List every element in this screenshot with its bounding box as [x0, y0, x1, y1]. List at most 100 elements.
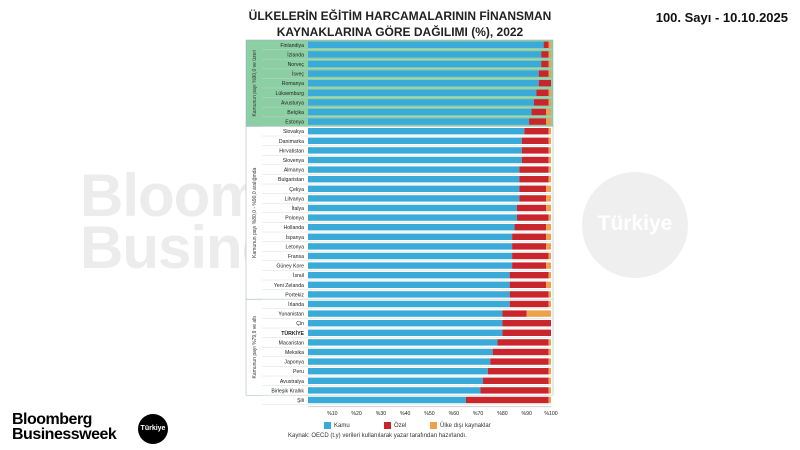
bar-private	[512, 262, 547, 269]
x-tick-label: %80	[497, 411, 507, 417]
bar-public	[308, 185, 520, 192]
bar-private	[524, 128, 549, 135]
bar-private	[512, 252, 549, 260]
bar-private	[536, 89, 549, 96]
category-label: Avusturya	[281, 100, 304, 106]
bar-private	[533, 99, 549, 106]
bar-public	[308, 108, 532, 116]
bar-public	[308, 233, 513, 240]
bar-international	[548, 166, 551, 173]
bar-public	[308, 272, 510, 279]
category-label: Hollanda	[284, 225, 305, 231]
bar-private	[490, 358, 549, 365]
bar-international	[548, 272, 551, 279]
category-label: İsrail	[293, 272, 304, 279]
bar-public	[308, 195, 520, 202]
bar-international	[548, 89, 551, 96]
bar-public	[308, 80, 539, 87]
bar-private	[502, 320, 551, 327]
bar-public	[308, 348, 493, 356]
bar-private	[502, 329, 551, 336]
watermark-badge-text: Türkiye	[597, 212, 673, 235]
x-tick-label: %90	[522, 411, 532, 417]
issue-label: 100. Sayı - 10.10.2025	[655, 10, 788, 25]
bar-private	[538, 70, 549, 77]
bar-private	[509, 300, 549, 308]
bar-public	[308, 166, 520, 173]
category-label: İsveç	[292, 71, 305, 78]
brand-badge: Türkiye	[138, 414, 168, 444]
bar-public	[308, 368, 488, 375]
bar-international	[548, 137, 551, 144]
bar-private	[465, 396, 549, 404]
x-tick-label: %10	[327, 411, 337, 417]
category-label: Yunanistan	[278, 312, 304, 318]
bar-private	[514, 224, 547, 231]
bar-public	[308, 51, 542, 58]
category-label: Slovenya	[283, 158, 304, 164]
bar-private	[519, 176, 549, 183]
category-label: Yeni Zelanda	[274, 283, 304, 289]
bar-private	[519, 195, 547, 202]
bar-public	[308, 214, 517, 221]
bar-private	[480, 387, 549, 394]
category-label: Bulgaristan	[278, 177, 304, 183]
bar-international	[526, 310, 551, 317]
legend-private: Özel	[384, 422, 406, 429]
bar-public	[308, 358, 491, 365]
category-label: Slovakya	[283, 129, 304, 135]
bar-public	[308, 339, 498, 346]
bar-international	[548, 252, 551, 260]
bar-international	[548, 51, 551, 58]
bar-international	[548, 99, 551, 106]
legend-private-swatch	[384, 422, 391, 429]
bar-private	[482, 377, 549, 384]
category-label: Japonya	[284, 360, 304, 366]
bar-private	[521, 147, 549, 154]
bar-private	[516, 204, 547, 212]
bar-international	[548, 41, 551, 48]
x-tick-label: %50	[424, 411, 434, 417]
bar-private	[519, 166, 549, 173]
category-label: Çin	[296, 321, 304, 327]
category-label: Fransa	[288, 254, 304, 260]
bar-international	[548, 291, 551, 298]
chart-title-line2: KAYNAKLARINA GÖRE DAĞILIMI (%), 2022	[276, 25, 524, 39]
bar-public	[308, 147, 522, 154]
x-tick-label: %70	[473, 411, 483, 417]
category-label: Meksika	[285, 350, 304, 356]
bar-international	[546, 185, 551, 192]
bar-international	[546, 233, 551, 240]
brand-line1: Bloomberg	[12, 411, 92, 428]
bar-public	[308, 99, 534, 106]
legend-public-swatch	[324, 422, 331, 429]
bar-public	[308, 118, 530, 125]
bar-international	[548, 348, 551, 356]
legend-public: Kamu	[324, 422, 350, 429]
bar-public	[308, 60, 542, 68]
bar-international	[546, 195, 551, 202]
bar-private	[516, 214, 549, 221]
bar-public	[308, 387, 481, 394]
category-label: Hırvatistan	[279, 148, 304, 154]
bar-private	[509, 272, 549, 279]
category-label: Romanya	[282, 81, 304, 87]
bar-international	[548, 70, 551, 77]
bar-public	[308, 243, 513, 250]
category-label: Çekya	[289, 187, 304, 193]
category-label: Güney Kore	[276, 264, 304, 270]
bar-public	[308, 252, 513, 260]
group-label-1: Kamunun payı %80,0 - %90,0 aralığında	[252, 168, 258, 258]
bar-international	[548, 377, 551, 384]
bar-public	[308, 281, 510, 288]
bar-international	[548, 358, 551, 365]
bar-international	[548, 300, 551, 308]
category-label: İzlanda	[287, 51, 304, 58]
bar-private	[541, 60, 549, 68]
bar-public	[308, 70, 539, 77]
bar-private	[541, 51, 549, 58]
bar-private	[531, 108, 547, 116]
bar-private	[487, 368, 549, 375]
category-label: İspanya	[286, 234, 304, 241]
category-label: Belçika	[287, 110, 304, 116]
